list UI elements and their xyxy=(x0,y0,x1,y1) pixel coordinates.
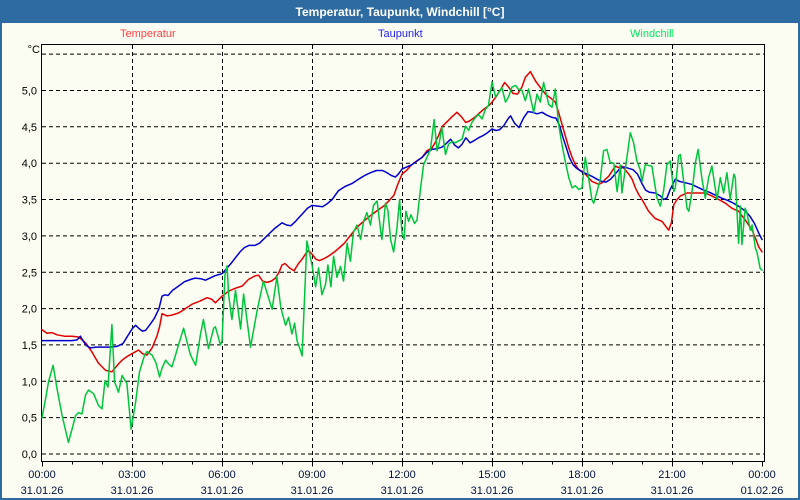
temperatur-line xyxy=(41,70,763,373)
title-bar: Temperatur, Taupunkt, Windchill [°C] xyxy=(2,2,798,23)
x-tick-date-label: 31.01.26 xyxy=(21,485,64,497)
taupunkt-line xyxy=(41,110,763,349)
y-tick-label: 3,0 xyxy=(22,231,37,243)
y-tick-label: 1,0 xyxy=(22,376,37,388)
y-tick-label: 5,0 xyxy=(22,86,37,98)
x-tick-date-label: 31.01.26 xyxy=(291,485,334,497)
x-tick-date-label: 31.01.26 xyxy=(201,485,244,497)
x-tick-time-label: 03:00 xyxy=(118,469,146,481)
x-tick-date-label: 01.02.26 xyxy=(741,485,784,497)
x-tick-time-label: 06:00 xyxy=(208,469,236,481)
legend-label-windchill: Windchill xyxy=(630,28,675,40)
y-tick-label: 2,5 xyxy=(22,267,37,279)
legend-label-taupunkt: Taupunkt xyxy=(378,28,423,40)
x-tick-time-label: 00:00 xyxy=(748,469,776,481)
y-tick-label: 4,0 xyxy=(22,158,37,170)
x-tick-date-label: 31.01.26 xyxy=(111,485,154,497)
y-tick-label: 3,5 xyxy=(22,195,37,207)
y-tick-label: 1,5 xyxy=(22,340,37,352)
x-tick-time-label: 12:00 xyxy=(388,469,416,481)
x-tick-date-label: 31.01.26 xyxy=(651,485,694,497)
x-tick-date-label: 31.01.26 xyxy=(471,485,514,497)
x-tick-time-label: 18:00 xyxy=(568,469,596,481)
x-tick-date-label: 31.01.26 xyxy=(561,485,604,497)
y-axis-unit-label: °C xyxy=(27,44,40,56)
windchill-line xyxy=(41,81,763,444)
x-tick-time-label: 15:00 xyxy=(478,469,506,481)
x-tick-time-label: 09:00 xyxy=(298,469,326,481)
y-tick-label: 2,0 xyxy=(22,304,37,316)
x-tick-time-label: 00:00 xyxy=(28,469,56,481)
x-tick-date-label: 31.01.26 xyxy=(381,485,424,497)
legend-label-temperatur: Temperatur xyxy=(120,28,176,40)
y-tick-label: 4,5 xyxy=(22,122,37,134)
x-tick-time-label: 21:00 xyxy=(658,469,686,481)
window-title: Temperatur, Taupunkt, Windchill [°C] xyxy=(295,5,505,19)
y-tick-label: 0,5 xyxy=(22,413,37,425)
y-tick-label: 0,0 xyxy=(22,449,37,461)
